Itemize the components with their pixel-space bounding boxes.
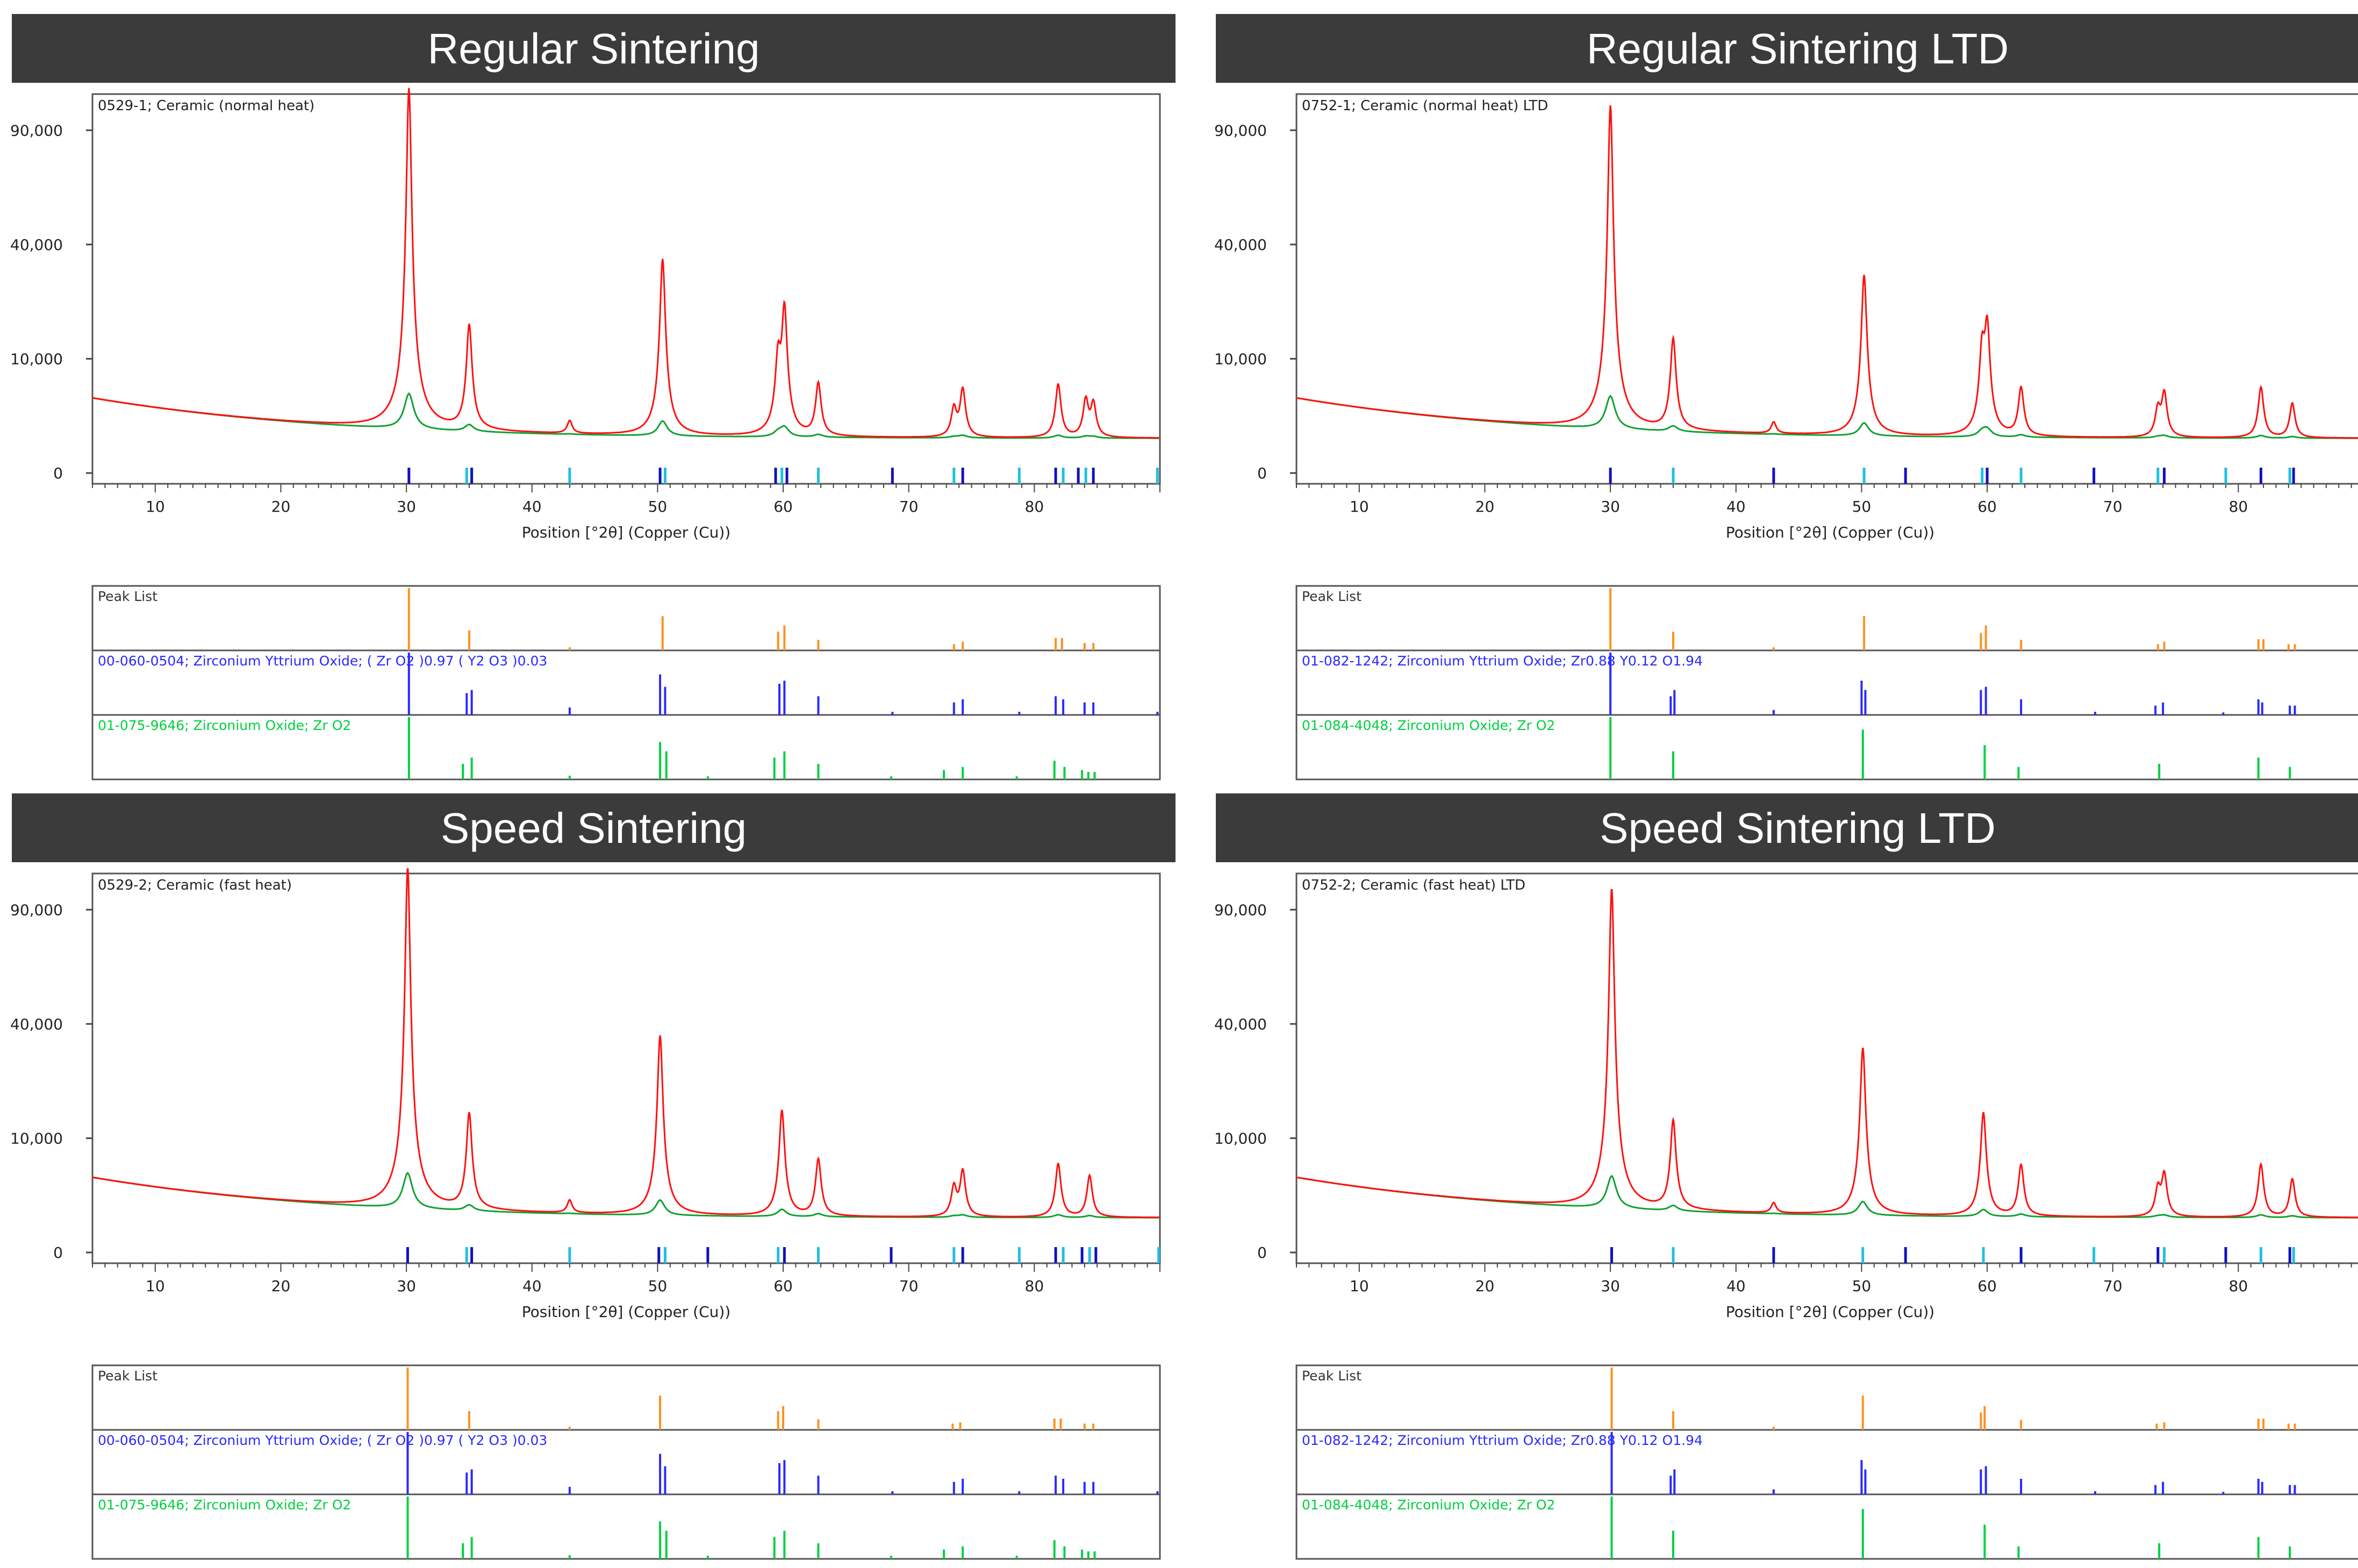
y-tick-label: 90,000 [1214, 901, 1267, 919]
peak-list-label: Peak List [98, 589, 157, 604]
y-tick-label: 40,000 [10, 1015, 63, 1033]
y-tick-label: 10,000 [1214, 350, 1267, 368]
x-tick-label: 70 [2103, 498, 2123, 515]
y-tick-label: 0 [53, 464, 63, 482]
x-tick-label: 80 [1025, 1277, 1044, 1295]
x-tick-label: 10 [146, 498, 165, 515]
x-tick-label: 60 [773, 1277, 793, 1295]
y-tick-label: 90,000 [10, 901, 63, 919]
measured-pattern-line [92, 88, 1160, 439]
x-tick-label: 10 [1350, 498, 1369, 515]
y-tick-label: 40,000 [10, 236, 63, 254]
panel-title: Speed Sintering LTD [1600, 804, 1996, 852]
y-tick-label: 10,000 [1214, 1129, 1267, 1147]
plot-frame [1295, 872, 2358, 1264]
reference-pattern-label: 01-084-4048; Zirconium Oxide; Zr O2 [1302, 718, 1555, 733]
x-tick-label: 40 [522, 498, 542, 515]
x-tick-label: 60 [1977, 1277, 1997, 1295]
panel-title: Regular Sintering [427, 25, 759, 73]
peak-list-label: Peak List [98, 1368, 157, 1384]
sample-label: 0529-1; Ceramic (normal heat) [98, 98, 314, 114]
reference-pattern-label: 01-075-9646; Zirconium Oxide; Zr O2 [98, 1497, 351, 1513]
x-tick-label: 30 [397, 498, 416, 515]
x-tick-label: 70 [2103, 1277, 2123, 1295]
xrd-panel: Regular Sintering 0529-1; Ceramic (normal… [10, 14, 1176, 781]
x-axis-label: Position [°2θ] (Copper (Cu)) [1726, 1303, 1934, 1321]
sample-label: 0752-2; Ceramic (fast heat) LTD [1302, 877, 1525, 893]
reference-strip-frame [91, 1364, 1161, 1560]
peak-list-label: Peak List [1302, 589, 1361, 604]
reference-pattern-label: 01-082-1242; Zirconium Yttrium Oxide; Zr… [1302, 1433, 1703, 1448]
reference-strip-frame [91, 585, 1161, 781]
peak-list-label: Peak List [1302, 1368, 1361, 1384]
sample-label: 0752-1; Ceramic (normal heat) LTD [1302, 98, 1548, 114]
xrd-panel: Speed Sintering LTD 0752-2; Ceramic (fast… [1214, 793, 2358, 1560]
panel-title: Speed Sintering [441, 804, 747, 852]
x-axis-label: Position [°2θ] (Copper (Cu)) [522, 524, 730, 541]
x-tick-label: 40 [1726, 1277, 1746, 1295]
reference-strip-frame [1295, 1364, 2358, 1560]
plot-frame [91, 872, 1161, 1264]
y-tick-label: 10,000 [10, 350, 63, 368]
x-tick-label: 20 [1475, 498, 1495, 515]
x-tick-label: 30 [397, 1277, 416, 1295]
y-tick-label: 40,000 [1214, 236, 1267, 254]
x-tick-label: 20 [271, 1277, 291, 1295]
x-tick-label: 80 [2229, 1277, 2248, 1295]
y-tick-label: 0 [53, 1244, 63, 1262]
reference-pattern-label: 00-060-0504; Zirconium Yttrium Oxide; ( … [98, 1433, 547, 1448]
y-tick-label: 90,000 [1214, 121, 1267, 139]
panel-header-bar [12, 793, 1176, 862]
reference-pattern-label: 01-082-1242; Zirconium Yttrium Oxide; Zr… [1302, 653, 1703, 669]
x-tick-label: 30 [1601, 1277, 1620, 1295]
sample-label: 0529-2; Ceramic (fast heat) [98, 877, 292, 893]
x-axis-label: Position [°2θ] (Copper (Cu)) [522, 1303, 730, 1321]
x-tick-label: 70 [899, 498, 919, 515]
reference-pattern-label: 00-060-0504; Zirconium Yttrium Oxide; ( … [98, 653, 547, 669]
x-tick-label: 40 [522, 1277, 542, 1295]
x-tick-label: 80 [2229, 498, 2248, 515]
y-tick-label: 10,000 [10, 1129, 63, 1147]
panel-header-bar [1216, 14, 2358, 83]
x-tick-label: 80 [1025, 498, 1044, 515]
y-tick-label: 0 [1257, 464, 1267, 482]
plot-frame [1295, 93, 2358, 485]
x-tick-label: 10 [1350, 1277, 1369, 1295]
x-tick-label: 50 [1852, 498, 1872, 515]
x-tick-label: 70 [899, 1277, 919, 1295]
reference-strip-frame [1295, 585, 2358, 781]
measured-pattern-line [1296, 889, 2358, 1219]
plot-frame [91, 93, 1161, 485]
x-tick-label: 50 [648, 498, 668, 515]
panel-title: Regular Sintering LTD [1587, 25, 2009, 73]
reference-pattern-label: 01-084-4048; Zirconium Oxide; Zr O2 [1302, 1497, 1555, 1513]
x-tick-label: 10 [146, 1277, 165, 1295]
y-tick-label: 40,000 [1214, 1015, 1267, 1033]
x-tick-label: 30 [1601, 498, 1620, 515]
measured-pattern-line [1296, 105, 2358, 439]
x-tick-label: 60 [1977, 498, 1997, 515]
x-axis-label: Position [°2θ] (Copper (Cu)) [1726, 524, 1934, 541]
y-tick-label: 0 [1257, 1244, 1267, 1262]
x-tick-label: 50 [1852, 1277, 1872, 1295]
x-tick-label: 60 [773, 498, 793, 515]
y-tick-label: 90,000 [10, 121, 63, 139]
x-tick-label: 20 [1475, 1277, 1495, 1295]
xrd-panel: Regular Sintering LTD 0752-1; Ceramic (no… [1214, 14, 2358, 781]
x-tick-label: 40 [1726, 498, 1746, 515]
panel-header-bar [12, 14, 1176, 83]
x-tick-label: 50 [648, 1277, 668, 1295]
x-tick-label: 20 [271, 498, 291, 515]
reference-pattern-label: 01-075-9646; Zirconium Oxide; Zr O2 [98, 718, 351, 733]
measured-pattern-line [92, 868, 1160, 1219]
xrd-panel: Speed Sintering 0529-2; Ceramic (fast hea… [10, 793, 1176, 1560]
panel-header-bar [1216, 793, 2358, 862]
